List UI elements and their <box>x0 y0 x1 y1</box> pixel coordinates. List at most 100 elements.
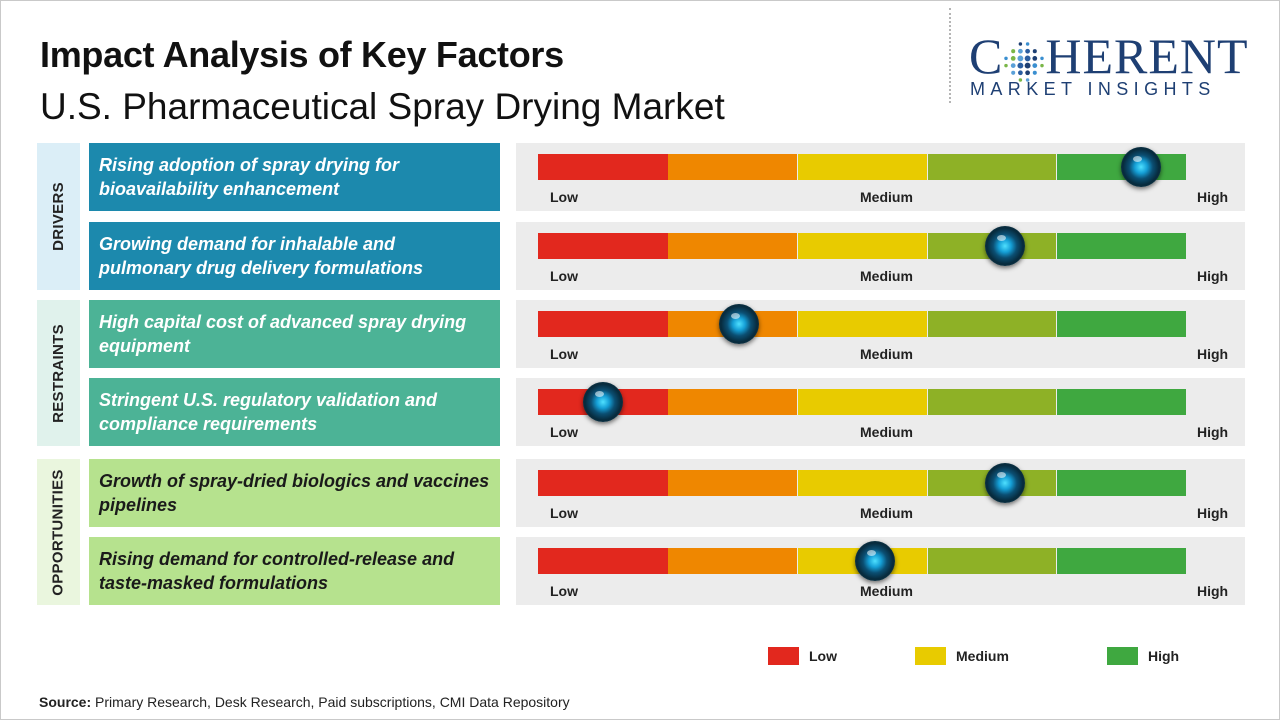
gauge-label-low: Low <box>550 346 578 362</box>
legend-label-high: High <box>1148 648 1180 664</box>
gauge-label-high: High <box>1197 583 1229 599</box>
gauge-segment <box>668 233 798 259</box>
globe-dot <box>1026 77 1030 82</box>
gauge-segment <box>1057 233 1186 259</box>
legend-swatch-high <box>1107 647 1138 665</box>
gauge-segment <box>668 389 798 415</box>
globe-dot <box>1026 41 1030 46</box>
gauge-label-high: High <box>1197 424 1229 440</box>
gauge-label-medium: Medium <box>860 583 913 599</box>
gauge-segment <box>798 389 927 415</box>
gauge-segment <box>798 233 927 259</box>
gauge-label-medium: Medium <box>860 346 913 362</box>
factor-box: Growing demand for inhalable and pulmona… <box>89 222 500 290</box>
gauge-segment <box>668 470 798 496</box>
gauge-segment <box>538 154 668 180</box>
globe-dot <box>1011 70 1016 75</box>
globe-dot <box>1018 69 1024 75</box>
logo-divider <box>949 8 951 103</box>
legend-label-low: Low <box>809 648 837 664</box>
factor-box: Rising adoption of spray drying for bioa… <box>89 143 500 211</box>
globe-dot <box>1011 55 1016 61</box>
globe-dot <box>1032 55 1038 61</box>
category-label: OPPORTUNITIES <box>50 468 68 596</box>
source-label: Source: <box>39 694 92 710</box>
chart-subtitle: U.S. Pharmaceutical Spray Drying Market <box>40 86 725 127</box>
gauge-segment <box>1057 311 1186 337</box>
gauge-segment <box>538 233 668 259</box>
gauge-label-low: Low <box>550 424 578 440</box>
factor-box: Stringent U.S. regulatory validation and… <box>89 378 500 446</box>
impact-marker <box>984 463 1025 503</box>
globe-dot <box>1017 62 1024 69</box>
gauge-label-high: High <box>1197 505 1229 521</box>
factor-label: High capital cost of advanced spray dryi… <box>99 312 467 356</box>
gauge-segment <box>927 154 1057 180</box>
globe-dot <box>1025 62 1031 69</box>
gauge-segment <box>927 548 1057 574</box>
category-restraints: RESTRAINTS <box>37 300 80 446</box>
gauge-segment <box>538 548 668 574</box>
globe-logo-icon <box>1004 41 1045 82</box>
globe-dot <box>1025 69 1031 75</box>
factor-label: Stringent U.S. regulatory validation and… <box>99 390 438 434</box>
gauge-label-high: High <box>1197 346 1229 362</box>
globe-dot <box>1040 63 1045 67</box>
globe-dot <box>1032 62 1038 68</box>
gauge-label-high: High <box>1197 268 1229 284</box>
impact-marker <box>984 226 1025 266</box>
gauge-segment <box>927 389 1057 415</box>
globe-dot <box>1025 54 1031 61</box>
impact-marker <box>1120 147 1161 187</box>
gauge-label-medium: Medium <box>860 189 913 205</box>
impact-marker <box>582 382 623 422</box>
gauge-label-low: Low <box>550 189 578 205</box>
gauge-segment <box>798 470 927 496</box>
gauge-label-medium: Medium <box>860 424 913 440</box>
globe-dot <box>1033 70 1038 75</box>
factor-label: Rising demand for controlled-release and… <box>99 549 455 593</box>
category-label: RESTRAINTS <box>50 323 67 423</box>
impact-marker <box>718 304 759 344</box>
gauge-segment <box>798 311 927 337</box>
gauge-segment <box>1057 470 1186 496</box>
globe-dot <box>1011 62 1016 68</box>
chart-title: Impact Analysis of Key Factors <box>40 34 564 75</box>
brand-logo: C HERENT <box>969 28 1249 84</box>
factor-label: Growth of spray-dried biologics and vacc… <box>99 471 490 515</box>
globe-dot <box>1019 41 1023 46</box>
factor-label: Growing demand for inhalable and pulmona… <box>99 234 424 278</box>
gauge-segment <box>668 154 798 180</box>
globe-dot <box>1019 77 1023 82</box>
legend-label-medium: Medium <box>956 648 1009 664</box>
factor-box: Rising demand for controlled-release and… <box>89 537 500 605</box>
globe-dot <box>1033 48 1038 53</box>
gauge-label-high: High <box>1197 189 1229 205</box>
globe-dot <box>1040 56 1045 60</box>
globe-dot <box>1004 56 1009 60</box>
globe-dot <box>1018 48 1024 54</box>
gauge-segment <box>668 548 798 574</box>
category-label: DRIVERS <box>50 182 67 251</box>
gauge-segment <box>927 311 1057 337</box>
globe-dot <box>1011 48 1016 53</box>
gauge-segment <box>538 311 668 337</box>
gauge-segment <box>1057 389 1186 415</box>
source-note: Source: Primary Research, Desk Research,… <box>39 694 570 710</box>
gauge-label-low: Low <box>550 583 578 599</box>
brand-tagline: MARKET INSIGHTS <box>970 79 1216 99</box>
impact-marker <box>854 541 895 581</box>
gauge-segment <box>798 154 927 180</box>
source-text: Primary Research, Desk Research, Paid su… <box>95 694 570 710</box>
gauge-label-low: Low <box>550 505 578 521</box>
legend-swatch-low <box>768 647 799 665</box>
factor-box: Growth of spray-dried biologics and vacc… <box>89 459 500 527</box>
factor-label: Rising adoption of spray drying for bioa… <box>99 155 400 199</box>
gauge-label-medium: Medium <box>860 268 913 284</box>
gauge-label-low: Low <box>550 268 578 284</box>
gauge-label-medium: Medium <box>860 505 913 521</box>
globe-dot <box>1017 54 1024 61</box>
factor-box: High capital cost of advanced spray dryi… <box>89 300 500 368</box>
category-opportunities: OPPORTUNITIES <box>37 459 80 605</box>
legend-swatch-medium <box>915 647 946 665</box>
